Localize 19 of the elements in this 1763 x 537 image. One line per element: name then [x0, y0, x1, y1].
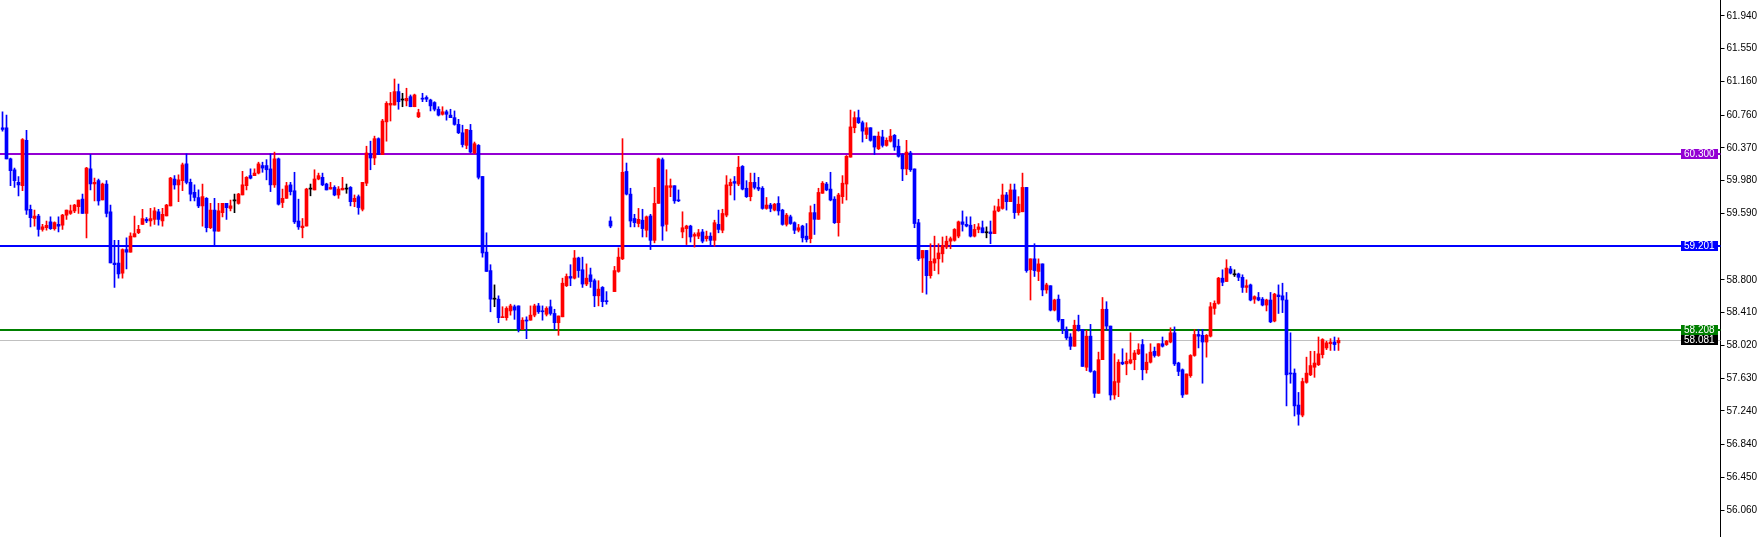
ref-line-label: 58.081 [1684, 334, 1716, 346]
y-tick-label: 56.840 [1726, 438, 1758, 450]
y-tick-label: 60.370 [1726, 141, 1758, 153]
y-tick-label: 60.760 [1726, 108, 1758, 120]
y-tick-label: 56.450 [1726, 471, 1758, 483]
y-tick-label: 58.410 [1726, 306, 1758, 318]
y-tick-label: 61.940 [1726, 9, 1758, 21]
y-tick-label: 57.240 [1726, 404, 1758, 416]
ref-line-label: 58.208 [1684, 324, 1716, 336]
y-tick-label: 61.160 [1726, 75, 1758, 87]
ref-line-label: 60.300 [1684, 148, 1716, 160]
y-tick-label: 57.630 [1726, 371, 1758, 383]
ref-line-label: 59.201 [1684, 240, 1716, 252]
y-tick-label: 59.980 [1726, 174, 1758, 186]
y-tick-label: 58.020 [1726, 339, 1758, 351]
y-tick-label: 56.060 [1726, 503, 1758, 515]
y-tick-label: 61.550 [1726, 42, 1758, 54]
y-tick-label: 58.800 [1726, 273, 1758, 285]
y-tick-label: 59.590 [1726, 207, 1758, 219]
